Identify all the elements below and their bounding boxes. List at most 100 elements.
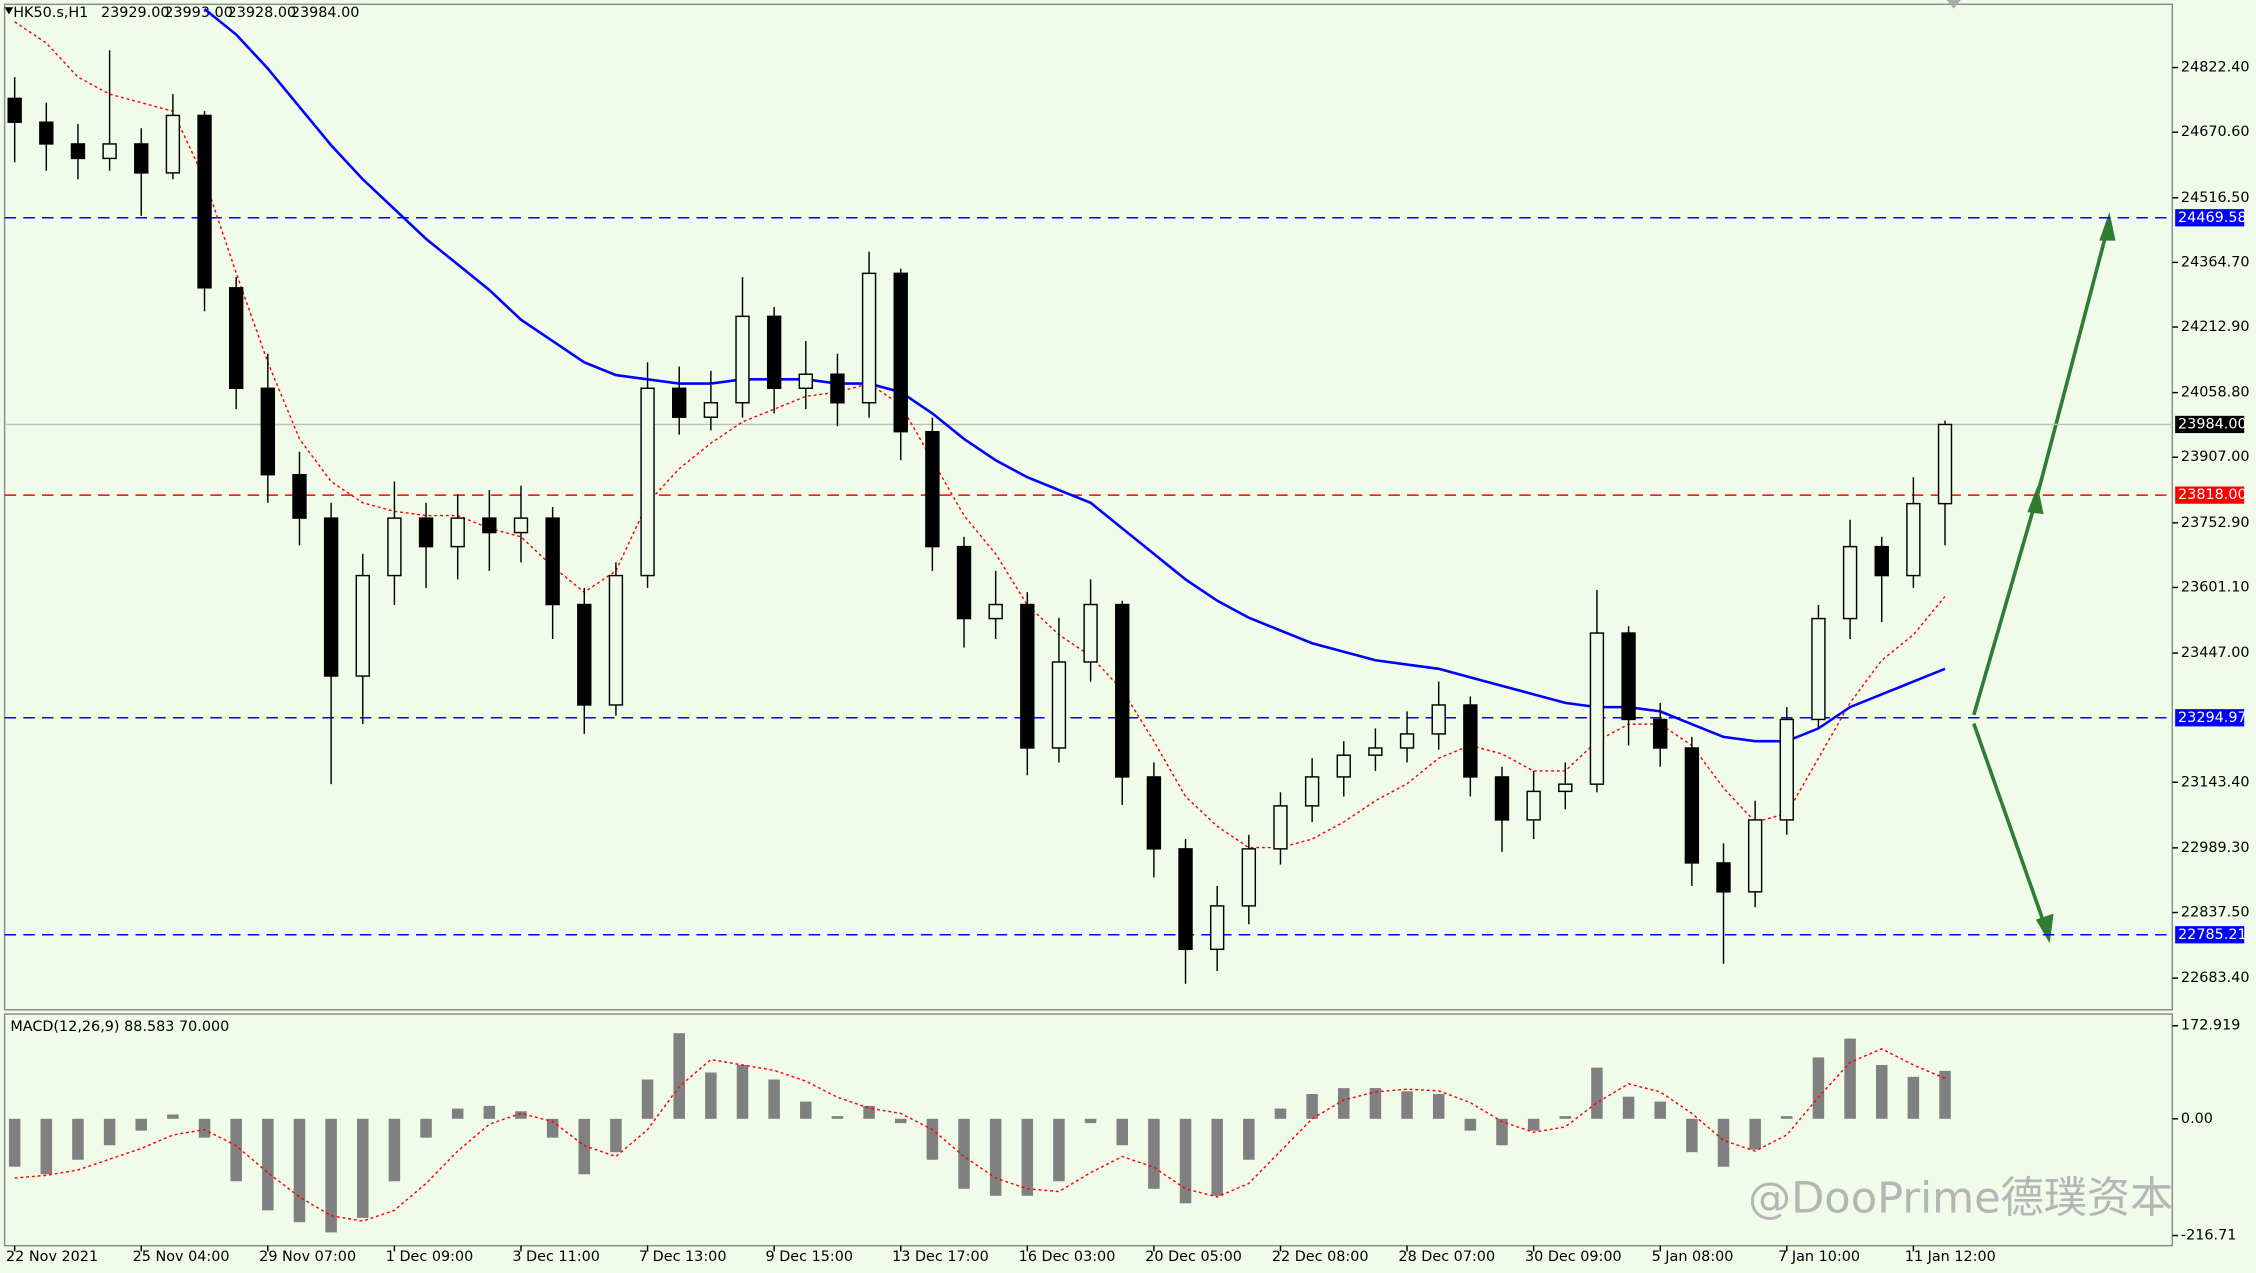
macd-bar	[388, 1118, 401, 1182]
x-tick-label: 30 Dec 09:00	[1525, 1249, 1622, 1265]
macd-bar	[831, 1116, 844, 1119]
macd-bar	[1559, 1116, 1572, 1119]
x-tick-label: 13 Dec 17:00	[892, 1249, 989, 1265]
macd-bar	[420, 1118, 432, 1138]
macd-bar	[894, 1118, 907, 1124]
y-tick-label: 0.00	[2181, 1111, 2213, 1127]
macd-bar	[610, 1118, 622, 1153]
candle-body	[956, 545, 972, 620]
candle-body	[1463, 704, 1478, 778]
candle-body	[766, 315, 782, 389]
candle-body	[1051, 661, 1067, 749]
x-tick-label: 7 Jan 10:00	[1778, 1249, 1860, 1265]
macd-bar	[1464, 1118, 1477, 1131]
macd-bar	[1021, 1118, 1034, 1196]
candle-body	[1273, 805, 1288, 850]
x-tick-label: 1 Dec 09:00	[386, 1249, 474, 1265]
macd-bar	[800, 1101, 812, 1119]
arrow-head	[2099, 212, 2116, 241]
candle-body	[1304, 776, 1320, 807]
macd-bar	[451, 1108, 464, 1119]
macd-bar	[673, 1033, 685, 1119]
candle-body	[39, 121, 54, 145]
y-tick-label: 23143.40	[2181, 774, 2250, 790]
candle-body	[513, 517, 529, 534]
macd-bar	[1338, 1088, 1350, 1119]
candle-body	[1526, 790, 1541, 821]
macd-bar	[1717, 1118, 1730, 1167]
candle-body	[482, 517, 497, 534]
candle-body	[1431, 704, 1446, 735]
candle-body	[1811, 617, 1826, 721]
x-tick-label: 22 Dec 08:00	[1272, 1249, 1369, 1265]
candle-body	[1020, 603, 1035, 749]
candle-body	[134, 143, 149, 174]
candle-body	[1842, 545, 1858, 620]
candle-body	[197, 114, 212, 289]
macd-bar	[1243, 1118, 1255, 1160]
main-panel	[3, 3, 2174, 1011]
candle-body	[323, 517, 339, 677]
header-arrow	[4, 7, 14, 15]
x-tick-label: 5 Jan 08:00	[1652, 1249, 1734, 1265]
candle-body	[418, 517, 434, 548]
macd-bar	[958, 1118, 970, 1189]
macd-bar	[1686, 1118, 1698, 1153]
candle-body	[1494, 776, 1510, 821]
level-tag	[2175, 209, 2245, 227]
macd-bar	[1591, 1067, 1603, 1119]
y-tick-label: 23601.10	[2181, 579, 2250, 595]
macd-bar	[578, 1118, 591, 1175]
header-value: 23929.00	[101, 5, 170, 21]
y-tick-label: 22989.30	[2181, 840, 2250, 856]
macd-bar	[1211, 1118, 1223, 1196]
candle-body	[1906, 502, 1921, 577]
macd-bar	[546, 1118, 559, 1138]
candle-body	[735, 315, 750, 404]
candle-body	[672, 387, 687, 418]
candle-body	[260, 387, 276, 476]
candle-body	[1747, 819, 1763, 893]
macd-bar	[1401, 1091, 1413, 1119]
y-tick-label: -216.71	[2181, 1227, 2237, 1243]
x-tick-label: 28 Dec 07:00	[1398, 1249, 1495, 1265]
candle-body	[165, 114, 181, 174]
candle-body	[1146, 776, 1162, 850]
macd-bar	[705, 1072, 717, 1119]
macd-bar	[641, 1079, 654, 1119]
macd-bar	[72, 1118, 84, 1160]
macd-bar	[198, 1118, 211, 1138]
x-tick-label: 9 Dec 15:00	[766, 1249, 854, 1265]
macd-bar	[1369, 1088, 1382, 1119]
candle-body	[640, 387, 655, 577]
macd-bar	[293, 1118, 306, 1223]
candle-body	[355, 574, 370, 677]
macd-bar	[40, 1118, 53, 1175]
y-tick-label: 24364.70	[2181, 254, 2250, 270]
candle-body	[1115, 603, 1130, 778]
header-value: 23993.00	[164, 5, 233, 21]
macd-bar	[1306, 1094, 1318, 1119]
macd-bar	[768, 1079, 780, 1119]
x-tick-label: 29 Nov 07:00	[259, 1249, 356, 1265]
macd-bar	[135, 1118, 147, 1131]
y-tick-label: 22683.40	[2181, 970, 2250, 986]
indicator-title: MACD(12,26,9) 88.583 70.000	[10, 1019, 229, 1035]
candle-body	[1558, 783, 1573, 793]
macd-bar	[1844, 1038, 1856, 1119]
chart-title: HK50.s,H1	[13, 5, 88, 21]
candle-body	[102, 143, 117, 160]
candle-body	[1083, 603, 1098, 663]
macd-bar	[325, 1118, 337, 1233]
macd-bar	[1622, 1096, 1635, 1119]
level-label: 23818.00	[2178, 487, 2247, 503]
candle-body	[1241, 848, 1257, 907]
candle-body	[893, 272, 908, 433]
macd-bar	[1907, 1076, 1920, 1119]
candle-body	[1368, 747, 1383, 756]
candle-body	[1874, 545, 1889, 577]
macd-bar	[989, 1118, 1002, 1196]
candle-body	[608, 574, 624, 706]
y-tick-label: 24516.50	[2181, 190, 2250, 206]
x-tick-label: 25 Nov 04:00	[133, 1249, 230, 1265]
